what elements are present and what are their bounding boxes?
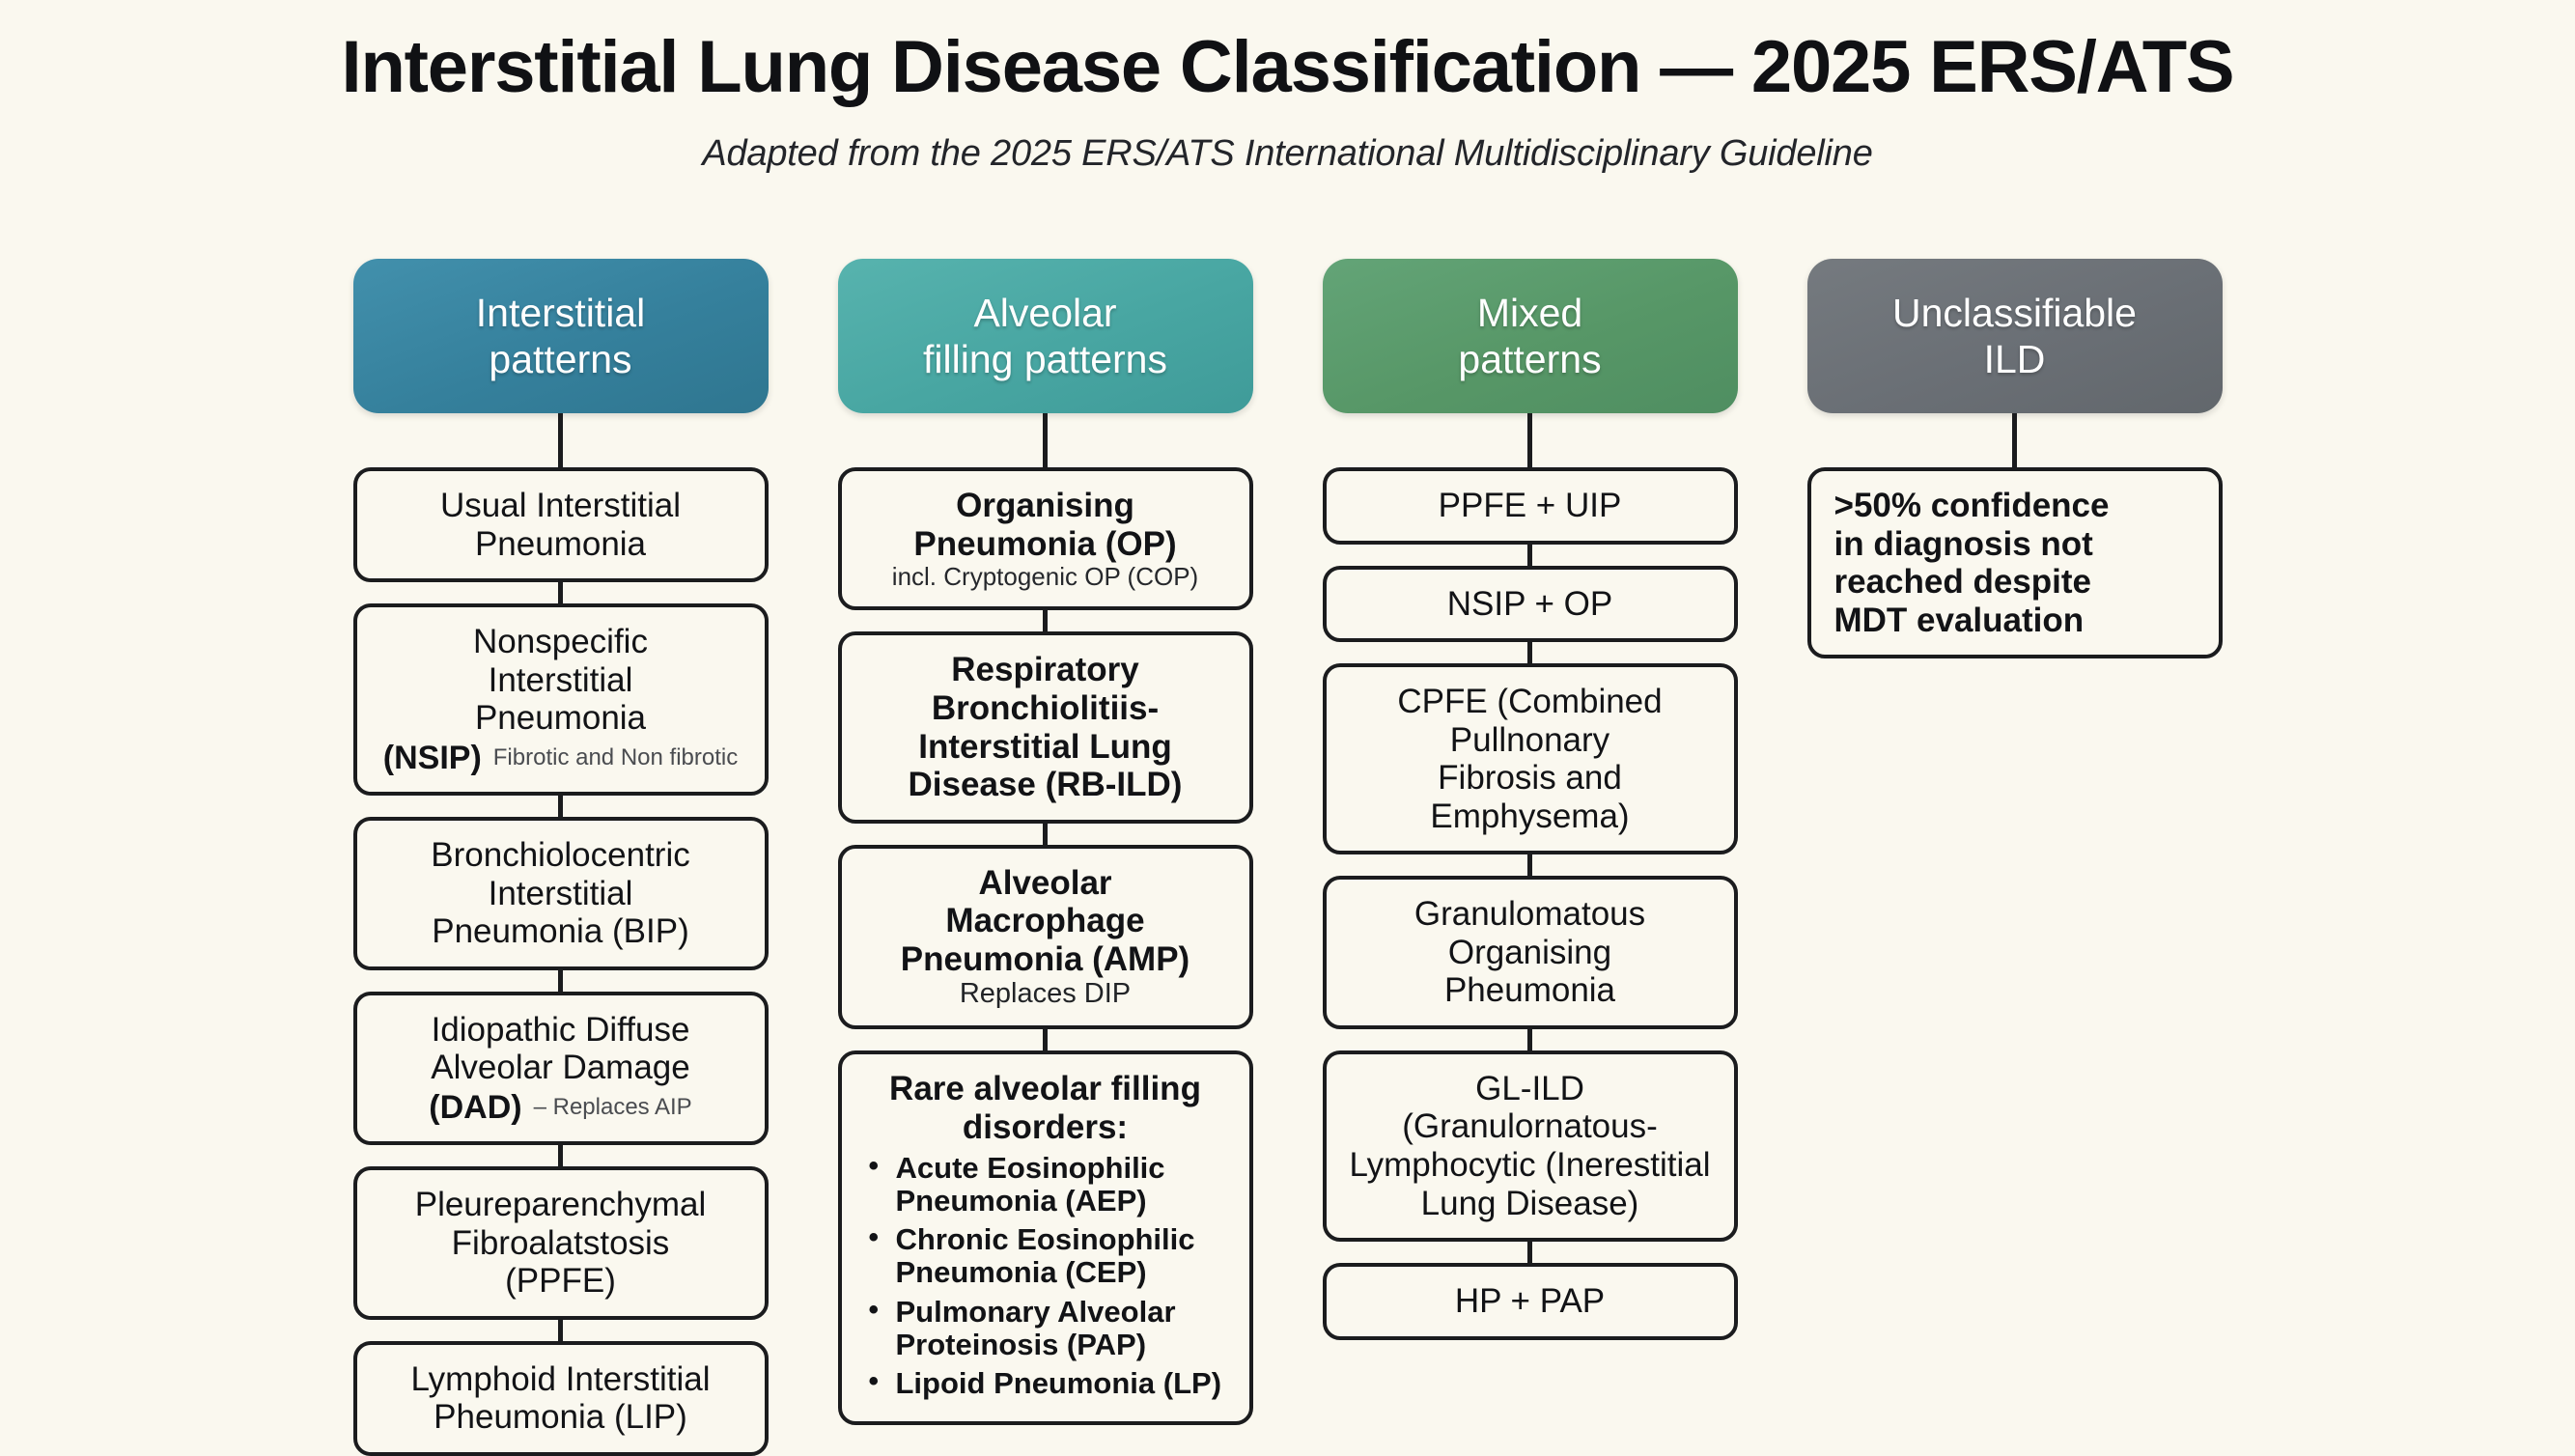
node-label: Nonspecific Interstitial Pneumonia bbox=[473, 623, 648, 738]
node-label: Rare alveolar filling disorders: bbox=[889, 1070, 1201, 1146]
node-note: incl. Cryptogenic OP (COP) bbox=[891, 562, 1199, 592]
node-uip[interactable]: Usual Interstitial Pneumonia bbox=[352, 467, 769, 583]
node-rb-ild[interactable]: Respiratory Bronchiolitiis- Interstitial L… bbox=[837, 631, 1253, 824]
category-header-label: Mixed patterns bbox=[1458, 290, 1602, 381]
node-chain-alveolar-filling-patterns: Organising Pneumonia (OP) incl. Cryptogeni… bbox=[837, 467, 1253, 1425]
connector-line bbox=[1043, 610, 1048, 632]
node-hp-pap[interactable]: HP + PAP bbox=[1322, 1263, 1738, 1340]
node-note: Replaces DIP bbox=[959, 978, 1132, 1010]
node-bip[interactable]: Bronchiolocentric Interstitial Pneumonia (… bbox=[352, 817, 769, 970]
node-chain-interstitial-patterns: Usual Interstitial Pneumonia Nonspecific In… bbox=[352, 467, 769, 1456]
connector-line bbox=[558, 796, 563, 818]
node-label: CPFE (Combined Pullnonary Fibrosis and Emph… bbox=[1397, 683, 1663, 835]
node-label: Pleureparenchymal Fibroalatstosis (PPFE) bbox=[414, 1186, 707, 1301]
connector-line bbox=[1527, 1028, 1532, 1050]
connector-line bbox=[1527, 544, 1532, 566]
category-header-label: Unclassifiable ILD bbox=[1892, 290, 2137, 381]
category-header-unclassifiable-ild[interactable]: Unclassifiable ILD bbox=[1806, 259, 2223, 413]
node-label: >50% confidence in diagnosis not reached d… bbox=[1833, 487, 2110, 639]
node-abbreviation: (DAD) bbox=[429, 1088, 522, 1126]
connector-line bbox=[1043, 1029, 1048, 1051]
node-cpfe[interactable]: CPFE (Combined Pullnonary Fibrosis and Emph… bbox=[1322, 663, 1738, 855]
node-note: Fibrotic and Non fibrotic bbox=[492, 743, 739, 770]
category-header-label: Interstitial patterns bbox=[475, 290, 646, 381]
node-gl-ild[interactable]: GL-ILD (Granulornatous- Lymphocytic (Inere… bbox=[1322, 1050, 1738, 1243]
connector-line bbox=[558, 413, 563, 467]
node-lip[interactable]: Lymphoid Interstitial Pheumonia (LIP) bbox=[352, 1340, 769, 1456]
connector-line bbox=[1527, 413, 1532, 467]
node-label: Lymphoid Interstitial Pheumonia (LIP) bbox=[410, 1359, 711, 1437]
node-chain-unclassifiable-ild: >50% confidence in diagnosis not reached d… bbox=[1806, 467, 2223, 659]
node-bullet-list: Acute Eosinophilic Pneumonia (AEP)Chroni… bbox=[855, 1150, 1236, 1400]
node-ppfe-uip[interactable]: PPFE + UIP bbox=[1322, 467, 1738, 545]
connector-line bbox=[1527, 642, 1532, 664]
node-dad[interactable]: Idiopathic Diffuse Alveolar Damage (DAD) – … bbox=[352, 991, 769, 1146]
connector-line bbox=[1043, 823, 1048, 845]
node-abbreviation-row: (DAD) – Replaces AIP bbox=[371, 1089, 751, 1126]
connector-line bbox=[2012, 413, 2017, 467]
category-header-label: Alveolar filling patterns bbox=[923, 290, 1167, 381]
bullet-item: Acute Eosinophilic Pneumonia (AEP) bbox=[861, 1150, 1236, 1218]
category-header-interstitial-patterns[interactable]: Interstitial patterns bbox=[352, 259, 769, 413]
column-unclassifiable-ild: Unclassifiable ILD >50% confidence in diagn… bbox=[1806, 259, 2223, 659]
connector-line bbox=[1527, 854, 1532, 877]
bullet-item: Chronic Eosinophilic Pneumonia (CEP) bbox=[861, 1221, 1236, 1289]
node-amp[interactable]: Alveolar Macrophage Pneumonia (AMP) Replace… bbox=[837, 844, 1253, 1030]
page-title: Interstitial Lung Disease Classification… bbox=[341, 26, 2235, 108]
category-header-alveolar-filling-patterns[interactable]: Alveolar filling patterns bbox=[837, 259, 1253, 413]
node-label: Granulomatous Organising Pheumonia bbox=[1413, 895, 1646, 1010]
column-mixed-patterns: Mixed patterns PPFE + UIP NSIP + OP CPFE (Co… bbox=[1322, 259, 1738, 1340]
node-label: GL-ILD (Granulornatous- Lymphocytic (Inere… bbox=[1349, 1069, 1711, 1222]
node-unclassifiable-criteria[interactable]: >50% confidence in diagnosis not reached d… bbox=[1806, 467, 2223, 659]
connector-line bbox=[558, 1145, 563, 1167]
page-subtitle: Adapted from the 2025 ERS/ATS Internatio… bbox=[702, 132, 1873, 174]
column-interstitial-patterns: Interstitial patterns Usual Interstitial Pn… bbox=[352, 259, 769, 1456]
node-abbreviation-row: (NSIP) Fibrotic and Non fibrotic bbox=[371, 740, 751, 776]
node-label: Idiopathic Diffuse Alveolar Damage bbox=[431, 1010, 690, 1087]
node-label: Usual Interstitial Pneumonia bbox=[440, 487, 681, 563]
column-alveolar-filling-patterns: Alveolar filling patterns Organising Pneumo… bbox=[837, 259, 1253, 1425]
node-ppfe[interactable]: Pleureparenchymal Fibroalatstosis (PPFE) bbox=[352, 1166, 769, 1320]
node-note: – Replaces AIP bbox=[533, 1094, 692, 1121]
connector-line bbox=[1527, 1242, 1532, 1264]
node-label: Bronchiolocentric Interstitial Pneumonia (… bbox=[431, 836, 690, 951]
node-nsip[interactable]: Nonspecific Interstitial Pneumonia (NSIP) Fi… bbox=[352, 603, 769, 797]
columns-container: Interstitial patterns Usual Interstitial Pn… bbox=[0, 259, 2575, 1456]
node-label: Alveolar Macrophage Pneumonia (AMP) bbox=[900, 863, 1190, 978]
category-header-mixed-patterns[interactable]: Mixed patterns bbox=[1322, 259, 1738, 413]
bullet-item: Pulmonary Alveolar Proteinosis (PAP) bbox=[861, 1294, 1236, 1361]
node-op[interactable]: Organising Pneumonia (OP) incl. Cryptogeni… bbox=[837, 467, 1253, 611]
node-label: Organising Pneumonia (OP) bbox=[913, 487, 1177, 563]
node-abbreviation: (NSIP) bbox=[382, 739, 482, 776]
node-nsip-op[interactable]: NSIP + OP bbox=[1322, 565, 1738, 643]
connector-line bbox=[558, 969, 563, 992]
connector-line bbox=[1043, 413, 1048, 467]
node-granulomatous-op[interactable]: Granulomatous Organising Pheumonia bbox=[1322, 876, 1738, 1029]
connector-line bbox=[558, 1319, 563, 1341]
node-label: Respiratory Bronchiolitiis- Interstitial L… bbox=[908, 651, 1183, 804]
bullet-item: Lipoid Pneumonia (LP) bbox=[861, 1365, 1236, 1400]
node-chain-mixed-patterns: PPFE + UIP NSIP + OP CPFE (Combined Pullnon… bbox=[1322, 467, 1738, 1340]
connector-line bbox=[558, 582, 563, 604]
node-label: NSIP + OP bbox=[1446, 584, 1613, 623]
node-label: HP + PAP bbox=[1454, 1282, 1606, 1321]
node-label: PPFE + UIP bbox=[1438, 487, 1622, 524]
